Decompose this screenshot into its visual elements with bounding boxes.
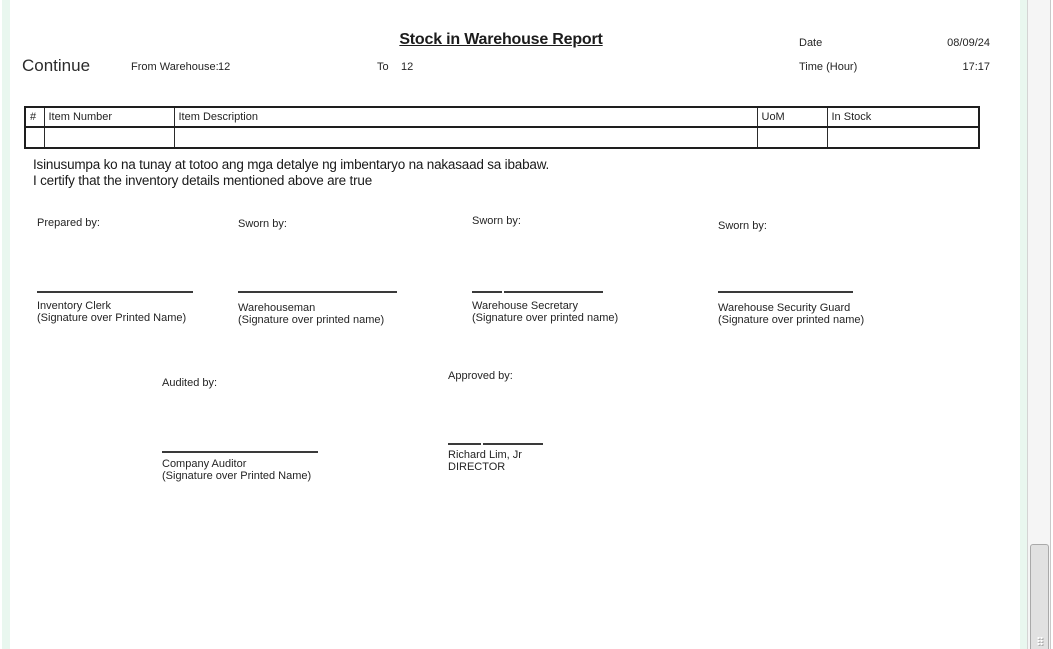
cell-uom [756, 126, 828, 149]
cell-in-stock [826, 126, 980, 149]
signature-line [162, 451, 318, 453]
signature-line [718, 291, 853, 293]
items-table-header-row: # Item Number Item Description UoM In St… [24, 106, 980, 128]
report-status-label: Continue [22, 56, 91, 75]
cell-number [24, 126, 45, 149]
signature-line [448, 443, 481, 445]
signature-note: (Signature over Printed Name) [37, 312, 187, 324]
date-value: 08/09/24 [947, 37, 990, 49]
time-label: Time (Hour) [799, 61, 858, 73]
col-header-item-description: Item Description [173, 106, 758, 128]
signature-note: (Signature over printed name) [472, 312, 619, 324]
signature-note: (Signature over printed name) [718, 314, 865, 326]
col-header-item-number: Item Number [43, 106, 175, 128]
window-frame-left-strip [2, 0, 10, 649]
signature-name: Warehouse Security Guard [718, 302, 851, 314]
window-frame-right-strip [1020, 0, 1027, 649]
signature-name: Inventory Clerk [37, 300, 111, 312]
signature-label: Sworn by: [238, 218, 287, 230]
vertical-scrollbar[interactable] [1027, 0, 1051, 649]
signature-note: (Signature over Printed Name) [162, 470, 312, 482]
to-warehouse-label: To [377, 61, 389, 73]
signature-name: Warehouse Secretary [472, 300, 578, 312]
signature-label: Approved by: [448, 370, 513, 382]
signature-name: Company Auditor [162, 458, 247, 470]
signature-line [504, 291, 603, 293]
date-label: Date [799, 37, 823, 49]
from-warehouse-value: 12 [218, 61, 231, 73]
table-row [24, 126, 980, 149]
signature-line [238, 291, 397, 293]
signature-line [483, 443, 543, 445]
signature-line [472, 291, 502, 293]
col-header-in-stock: In Stock [826, 106, 980, 128]
signature-name: Richard Lim, Jr [448, 449, 522, 461]
page-title: Stock in Warehouse Report [399, 31, 603, 48]
items-table: # Item Number Item Description UoM In St… [24, 106, 980, 149]
signature-note: (Signature over printed name) [238, 314, 385, 326]
from-warehouse-label: From Warehouse: [131, 61, 219, 73]
signature-name: Warehouseman [238, 302, 316, 314]
signature-label: Audited by: [162, 377, 218, 389]
to-warehouse-value: 12 [401, 61, 414, 73]
time-value: 17:17 [962, 61, 990, 73]
cell-item-description [173, 126, 758, 149]
scrollbar-thumb[interactable] [1030, 544, 1049, 649]
cell-item-number [43, 126, 175, 149]
signature-note: DIRECTOR [448, 461, 506, 473]
certification-statement: Isinusumpa ko na tunay at totoo ang mga … [33, 157, 549, 189]
signature-line [37, 291, 193, 293]
scrollbar-grip-dots [1037, 637, 1042, 645]
certification-line-english: I certify that the inventory details men… [33, 173, 372, 188]
col-header-number: # [24, 106, 45, 128]
col-header-uom: UoM [756, 106, 828, 128]
signature-label: Sworn by: [472, 215, 521, 227]
signature-label: Prepared by: [37, 217, 100, 229]
certification-line-tagalog: Isinusumpa ko na tunay at totoo ang mga … [33, 157, 550, 172]
signature-label: Sworn by: [718, 220, 767, 232]
